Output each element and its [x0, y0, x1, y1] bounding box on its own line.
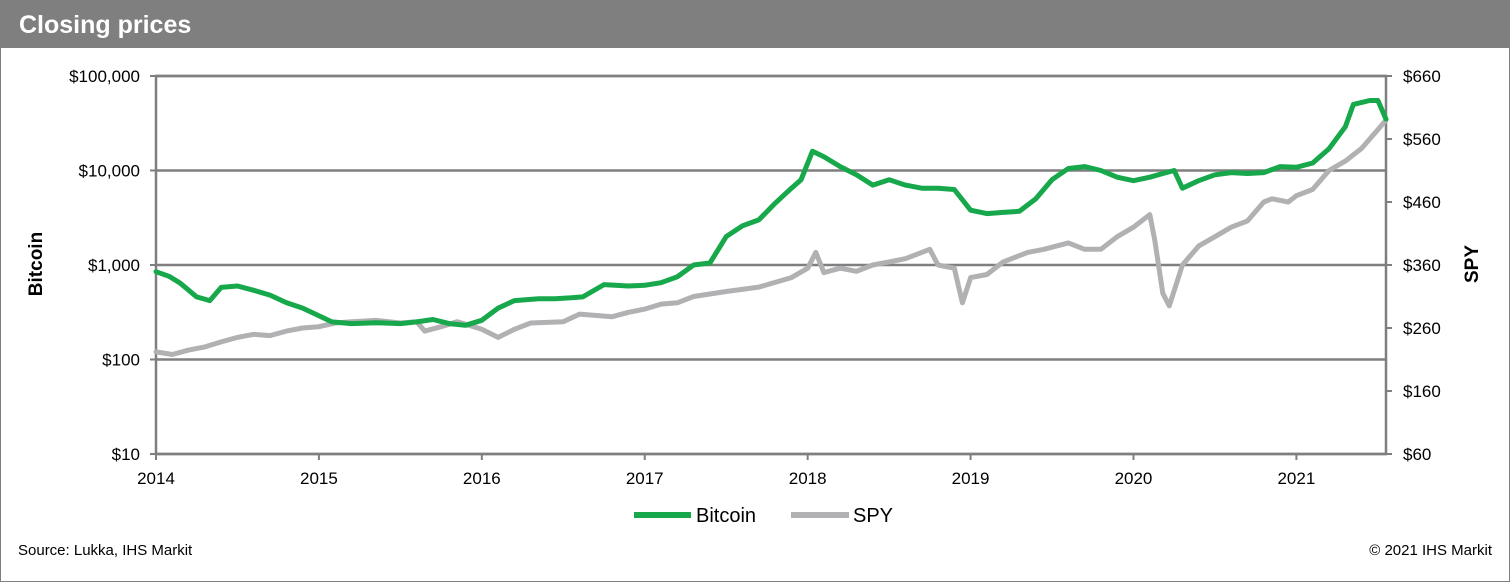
right-axis-ticks: $60 $160 $260 $360 $460 $560 $660 [1386, 67, 1441, 464]
x-axis-ticks: 2014 2015 2016 2017 2018 2019 2020 2021 [137, 454, 1315, 488]
legend-spy-label: SPY [853, 505, 893, 527]
x-tick-label: 2021 [1277, 469, 1315, 488]
legend-bitcoin-label: Bitcoin [696, 505, 756, 527]
right-tick-label: $560 [1403, 130, 1441, 149]
chart-title: Closing prices [19, 11, 192, 39]
left-tick-label: $100 [102, 351, 140, 370]
right-tick-label: $460 [1403, 193, 1441, 212]
x-tick-label: 2018 [789, 469, 827, 488]
right-tick-label: $60 [1403, 445, 1431, 464]
series-line-bitcoin [153, 98, 1389, 328]
left-tick-label: $1,000 [88, 256, 140, 275]
grid-lines [154, 74, 1388, 456]
x-tick-label: 2016 [463, 469, 501, 488]
copyright-note: © 2021 IHS Markit [1369, 542, 1492, 559]
legend: Bitcoin SPY [634, 505, 893, 527]
left-tick-label: $10 [112, 445, 140, 464]
x-tick-label: 2019 [952, 469, 990, 488]
right-tick-label: $360 [1403, 256, 1441, 275]
source-note: Source: Lukka, IHS Markit [18, 542, 193, 559]
left-axis-ticks: $10 $100 $1,000 $10,000 $100,000 [69, 67, 156, 464]
x-tick-label: 2020 [1115, 469, 1153, 488]
header-bar: Closing prices [1, 1, 1509, 48]
left-tick-label: $10,000 [79, 162, 140, 181]
right-tick-label: $160 [1403, 382, 1441, 401]
right-tick-label: $660 [1403, 67, 1441, 86]
series-lines [153, 98, 1389, 357]
left-axis-label: Bitcoin [26, 232, 47, 296]
closing-prices-chart: $10 $100 $1,000 $10,000 $100,000 $60 $160 $260… [26, 67, 1483, 527]
x-tick-label: 2015 [300, 469, 338, 488]
right-tick-label: $260 [1403, 319, 1441, 338]
x-tick-label: 2014 [137, 469, 175, 488]
series-line-spy [153, 117, 1389, 357]
x-tick-label: 2017 [626, 469, 664, 488]
left-tick-label: $100,000 [69, 67, 140, 86]
right-axis-label: SPY [1462, 245, 1483, 283]
